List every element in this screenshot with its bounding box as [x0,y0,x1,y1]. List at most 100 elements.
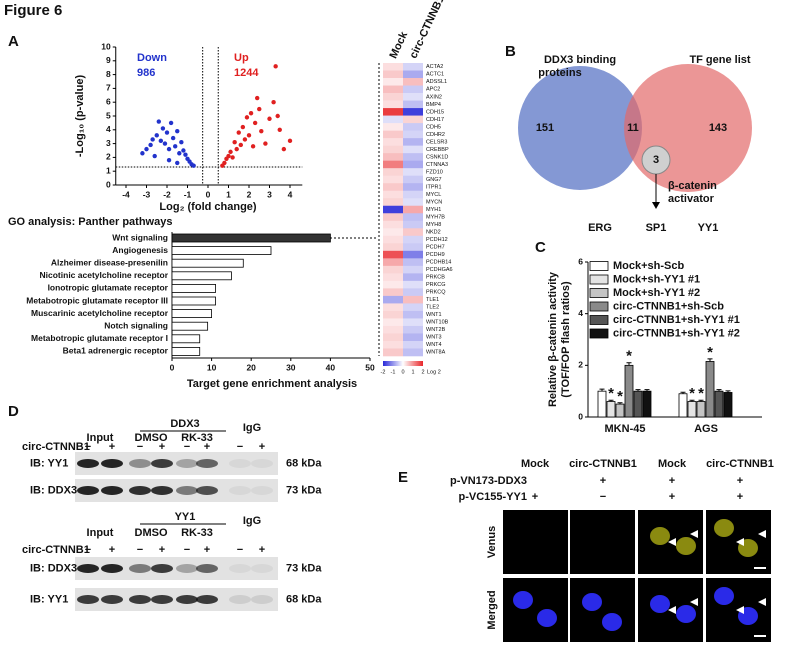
lane-sign: + [259,441,265,453]
band [196,564,218,573]
heat-cell [403,205,423,214]
band [196,595,218,604]
point [240,124,246,130]
band [151,459,173,468]
heat-cell [403,153,423,161]
band [151,595,173,604]
gene-label: ACTC1 [426,72,444,78]
lane-group: IgG [243,422,261,434]
x-tick-label: 0 [206,189,211,199]
bar [633,390,643,418]
blot [75,557,278,580]
row-label: circ-CTNNB1 [22,441,90,453]
heat-cell [383,303,403,312]
image-row-label: Venus [486,526,498,558]
heat-cell [383,348,403,357]
colorbar-tick: 0 [401,369,404,375]
venn-left [518,66,642,190]
point [222,160,227,166]
point [158,138,164,144]
heat-cell [383,333,403,342]
y-tick-label: 9 [106,55,111,65]
gene-label: CDHR2 [426,132,445,138]
venn-count: 3 [653,154,659,166]
lane-group: IgG [243,515,261,527]
lane-group: RK-33 [181,527,213,539]
gene-label: PCDH12 [426,237,448,243]
point [152,153,157,159]
sign: + [737,491,743,503]
gene-label: TLE2 [426,305,439,311]
x-tick-label: 2 [247,189,252,199]
heat-cell [403,70,423,79]
gene-label: BMP4 [426,102,441,108]
band [129,564,151,573]
lane-sign: − [137,544,143,556]
legend-label: Mock+sh-YY1 #2 [613,287,700,299]
gene-label: CDH5 [426,124,441,130]
heat-cell [403,213,423,222]
lane-sign: − [85,544,91,556]
heat-cell [403,85,423,94]
band [101,595,123,604]
venn-label: proteins [538,67,581,79]
category-label: Notch signaling [104,320,168,330]
sign: − [600,491,606,503]
colorbar-tick: -1 [391,369,396,375]
heat-cell [403,63,423,71]
y-tick-label: 5 [106,110,111,120]
point [177,151,182,156]
lane-sign: + [159,544,165,556]
nucleus [676,537,696,555]
error-bar [608,399,614,402]
venn: DDX3 binding proteins TF gene list 151 1… [518,54,752,234]
bar [705,361,715,418]
heat-cell [383,205,403,214]
point [140,151,145,156]
point [267,116,272,121]
heat-cell [403,130,423,139]
point [257,106,262,112]
band [129,486,151,495]
category-label: Nicotinic acetylcholine receptor [40,270,169,280]
point [148,142,153,148]
blot-label: IB: DDX3 [30,562,77,574]
lane-group: DMSO [135,527,168,539]
arrowhead [668,538,676,546]
venn-count: 11 [627,122,639,134]
category-label: Angiogenesis [112,245,168,255]
heat-cell [403,273,423,282]
heat-cell [383,288,403,297]
colorbar [383,361,423,366]
heat-cell [383,250,403,259]
colorbar-label: Log 2 [427,369,441,375]
annotation: 986 [137,67,155,79]
heat-cell [403,265,423,274]
band [129,595,151,604]
bar [714,390,724,418]
band [176,486,198,495]
heat-cell [403,115,423,124]
x-axis-label: Target gene enrichment analysis [187,378,357,390]
y-axis-label: Relative β-catenin activity [547,271,559,407]
blot [75,452,278,475]
error-bar [626,362,632,366]
error-bar [716,389,722,392]
y-tick-label: 6 [578,256,583,266]
category-label: Wnt signaling [112,232,168,242]
bar [597,390,607,418]
point [164,130,170,135]
gene-label: NKD2 [426,229,441,235]
gene-label: MYCL [426,192,441,198]
venn-label: DDX3 binding [544,54,616,66]
point [150,137,155,142]
heat-cell [383,175,403,184]
point [168,120,174,126]
gene-label: PCDHB14 [426,260,451,266]
heat-cell [383,273,403,282]
y-tick-label: 7 [106,83,111,93]
gene-label: TLE1 [426,297,439,303]
gene-label: PCDH7 [426,245,445,251]
sign: + [600,475,606,487]
